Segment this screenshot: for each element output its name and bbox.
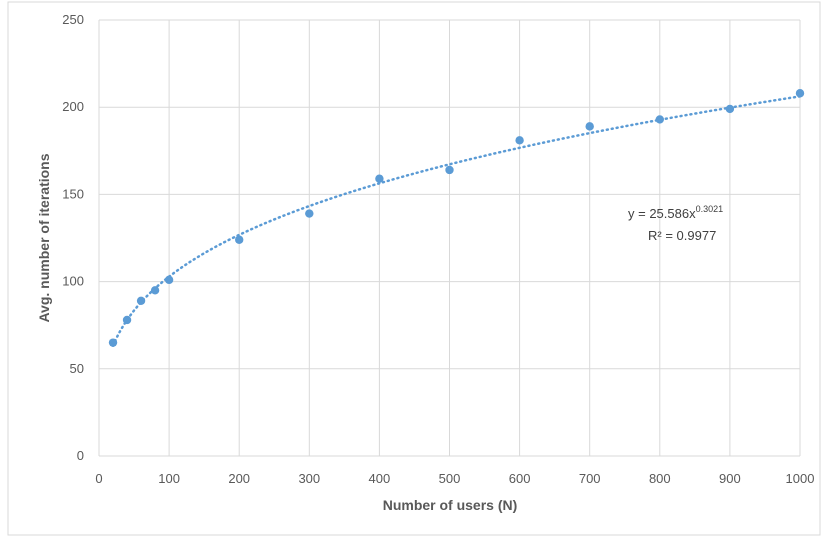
data-point: [655, 115, 664, 124]
y-tick-label: 100: [62, 274, 84, 289]
x-tick-label: 600: [509, 471, 531, 486]
x-tick-label: 300: [298, 471, 320, 486]
x-tick-label: 900: [719, 471, 741, 486]
x-tick-label: 1000: [786, 471, 815, 486]
r-squared-label: R² = 0.9977: [648, 228, 716, 243]
data-point: [725, 104, 735, 114]
data-point: [375, 174, 384, 183]
x-tick-labels: 0 100 200 300 400 500 600 700 800 900 1000: [95, 471, 814, 486]
equation-base: y = 25.586x: [628, 206, 696, 221]
data-point: [515, 136, 524, 145]
x-tick-label: 200: [228, 471, 250, 486]
data-point: [108, 338, 118, 347]
trendline-equation: y = 25.586x0.3021 R² = 0.9977: [628, 204, 723, 243]
y-tick-label: 50: [70, 361, 84, 376]
svg-text:y = 25.586x0.3021: y = 25.586x0.3021: [628, 204, 723, 221]
y-tick-label: 250: [62, 12, 84, 27]
data-point: [235, 235, 244, 244]
data-point: [164, 275, 174, 285]
data-point: [585, 122, 594, 131]
x-axis-title: Number of users (N): [383, 497, 518, 513]
gridlines: [98, 19, 801, 457]
chart-border: [7, 1, 821, 536]
data-point: [136, 296, 146, 305]
y-tick-label: 150: [62, 186, 84, 201]
y-tick-label: 0: [77, 448, 84, 463]
trendline-group: [111, 95, 802, 347]
x-tick-label: 100: [158, 471, 180, 486]
data-point: [445, 165, 454, 175]
y-axis-title: Avg. number of iterations: [36, 153, 52, 322]
data-points: [108, 89, 805, 347]
y-tick-label: 200: [62, 99, 84, 114]
x-tick-label: 800: [649, 471, 671, 486]
data-point: [795, 89, 805, 98]
x-tick-label: 500: [439, 471, 461, 486]
equation-exponent: 0.3021: [696, 204, 724, 214]
x-tick-label: 0: [95, 471, 102, 486]
x-tick-label: 700: [579, 471, 601, 486]
x-tick-label: 400: [369, 471, 391, 486]
power-trendline: [111, 95, 802, 347]
data-point: [150, 286, 160, 295]
data-point: [122, 315, 132, 325]
data-point: [305, 209, 314, 218]
y-tick-labels: 0 50 100 150 200 250: [62, 12, 84, 463]
